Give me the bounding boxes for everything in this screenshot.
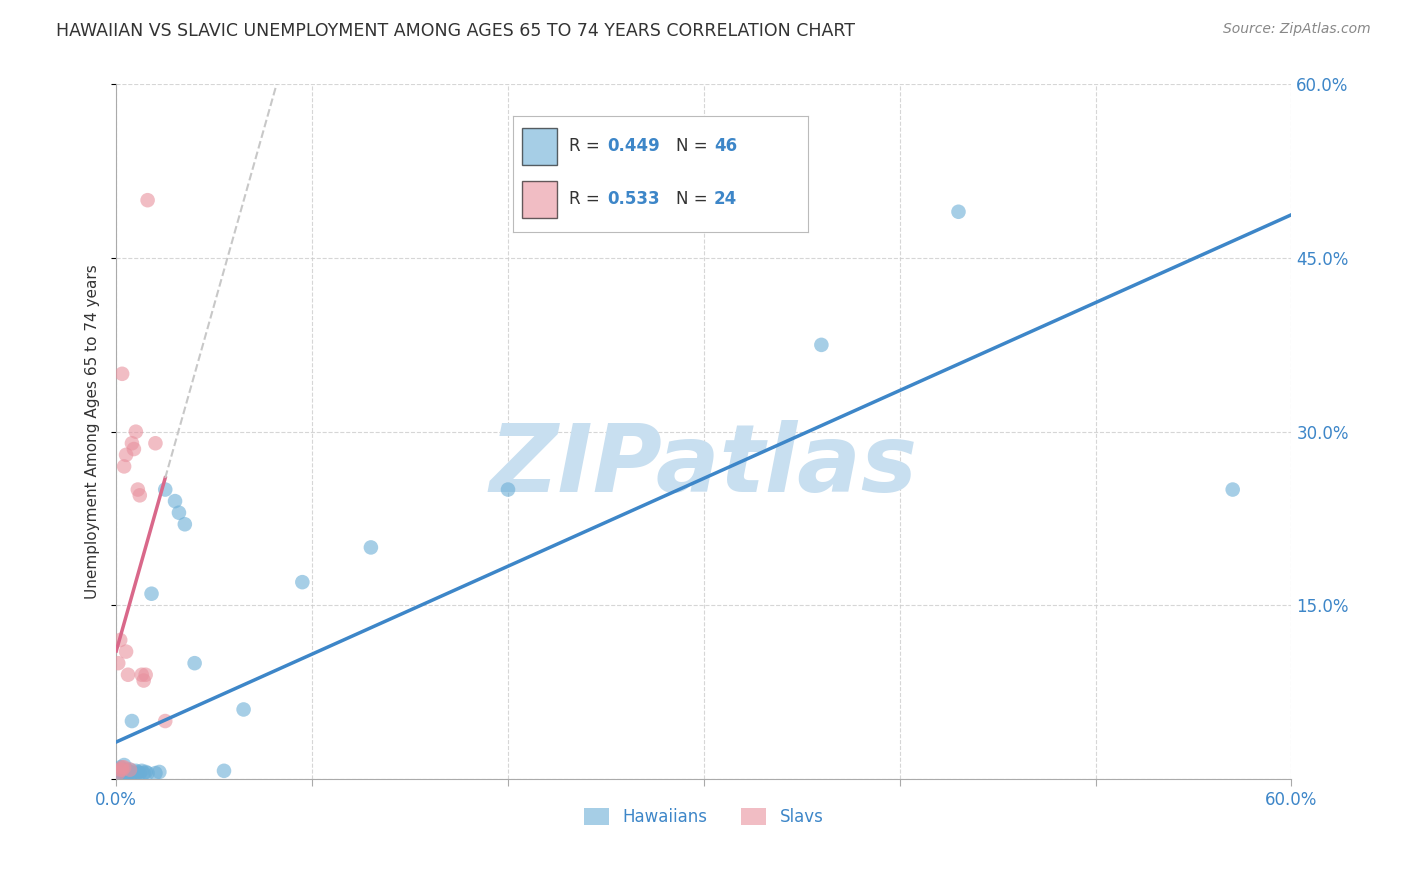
Point xyxy=(112,764,135,778)
Y-axis label: Unemployment Among Ages 65 to 74 years: Unemployment Among Ages 65 to 74 years xyxy=(86,264,100,599)
Point xyxy=(111,367,134,381)
Point xyxy=(117,767,139,781)
Point xyxy=(167,506,190,520)
Point xyxy=(122,442,145,456)
Point xyxy=(117,766,139,780)
Point xyxy=(131,764,153,778)
Text: 0.533: 0.533 xyxy=(607,191,661,209)
Point xyxy=(136,766,159,780)
Point xyxy=(107,763,129,777)
Point xyxy=(107,766,129,780)
Text: 24: 24 xyxy=(714,191,737,209)
Point xyxy=(232,702,254,716)
Text: N =: N = xyxy=(675,191,713,209)
Legend: Hawaiians, Slavs: Hawaiians, Slavs xyxy=(578,802,830,833)
Point xyxy=(111,763,134,777)
FancyBboxPatch shape xyxy=(522,181,557,218)
Point xyxy=(132,673,155,688)
Point xyxy=(155,483,177,497)
Point xyxy=(127,483,149,497)
Point xyxy=(117,667,139,681)
Point xyxy=(121,714,143,728)
Point xyxy=(496,483,519,497)
Text: 46: 46 xyxy=(714,137,737,155)
Point xyxy=(108,763,131,777)
Point xyxy=(163,494,186,508)
Point xyxy=(121,436,143,450)
Point xyxy=(145,766,167,780)
Point xyxy=(141,587,163,601)
Point xyxy=(136,193,159,207)
Point xyxy=(125,425,148,439)
Point xyxy=(291,575,314,590)
Point xyxy=(122,766,145,780)
Point xyxy=(173,517,195,532)
Point xyxy=(115,644,138,658)
Point xyxy=(132,766,155,780)
Point xyxy=(118,763,141,777)
Point xyxy=(128,766,150,780)
Text: Source: ZipAtlas.com: Source: ZipAtlas.com xyxy=(1223,22,1371,37)
Point xyxy=(148,764,170,779)
Point xyxy=(145,436,167,450)
Point xyxy=(115,448,138,462)
Point xyxy=(117,764,139,778)
Point xyxy=(107,656,129,670)
Point xyxy=(155,714,177,728)
Point xyxy=(108,633,131,648)
Point xyxy=(108,767,131,781)
Point xyxy=(112,760,135,774)
Point xyxy=(115,763,138,777)
Point xyxy=(125,764,148,778)
Point xyxy=(111,760,134,774)
Point xyxy=(360,541,382,555)
FancyBboxPatch shape xyxy=(522,128,557,165)
Point xyxy=(108,764,131,779)
Point xyxy=(115,768,138,782)
Text: ZIPatlas: ZIPatlas xyxy=(489,420,918,512)
Point xyxy=(118,763,141,777)
Point xyxy=(111,763,134,777)
Point xyxy=(183,656,205,670)
Point xyxy=(118,764,141,779)
Point xyxy=(107,766,129,780)
Point xyxy=(112,459,135,474)
Point xyxy=(135,667,157,681)
Point xyxy=(131,667,153,681)
Point xyxy=(948,204,970,219)
Point xyxy=(111,764,134,779)
Point xyxy=(111,768,134,782)
Point xyxy=(125,767,148,781)
Text: R =: R = xyxy=(569,137,606,155)
Point xyxy=(127,764,149,779)
Point xyxy=(112,767,135,781)
Text: HAWAIIAN VS SLAVIC UNEMPLOYMENT AMONG AGES 65 TO 74 YEARS CORRELATION CHART: HAWAIIAN VS SLAVIC UNEMPLOYMENT AMONG AG… xyxy=(56,22,855,40)
Text: 0.449: 0.449 xyxy=(607,137,661,155)
Point xyxy=(128,488,150,502)
Point xyxy=(121,766,143,780)
Point xyxy=(212,764,235,778)
Point xyxy=(108,760,131,774)
Point xyxy=(115,766,138,780)
Point xyxy=(1222,483,1244,497)
Point xyxy=(112,758,135,772)
Text: N =: N = xyxy=(675,137,713,155)
Point xyxy=(810,338,832,352)
Text: R =: R = xyxy=(569,191,606,209)
Point xyxy=(135,764,157,779)
